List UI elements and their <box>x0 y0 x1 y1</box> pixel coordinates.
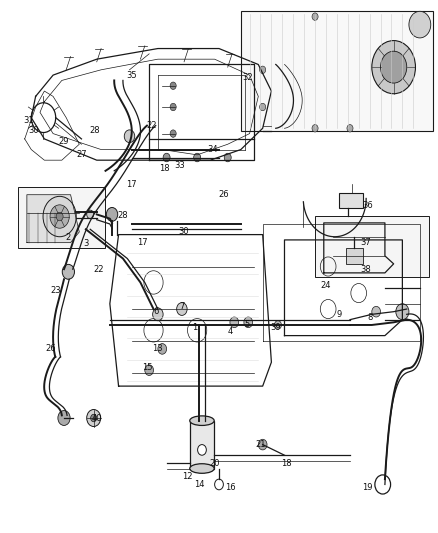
Text: 26: 26 <box>46 344 56 353</box>
Text: 33: 33 <box>174 161 185 170</box>
Text: 28: 28 <box>118 212 128 221</box>
Circle shape <box>194 154 201 162</box>
Bar <box>339 193 363 208</box>
Bar <box>18 187 106 248</box>
Text: 22: 22 <box>94 265 104 273</box>
Text: 36: 36 <box>362 201 373 210</box>
Circle shape <box>224 154 231 162</box>
Text: 15: 15 <box>142 363 152 372</box>
Circle shape <box>170 82 176 90</box>
Circle shape <box>230 317 239 328</box>
Circle shape <box>56 212 63 221</box>
Text: 17: 17 <box>137 238 148 247</box>
Ellipse shape <box>190 416 214 425</box>
Circle shape <box>260 103 266 111</box>
Text: 6: 6 <box>153 307 159 316</box>
Circle shape <box>106 207 118 221</box>
Circle shape <box>58 410 70 425</box>
Text: 34: 34 <box>207 145 218 154</box>
Text: 39: 39 <box>270 323 281 332</box>
Text: 26: 26 <box>218 190 229 199</box>
Circle shape <box>124 130 135 143</box>
Text: 2: 2 <box>66 233 71 242</box>
Text: 38: 38 <box>360 265 371 273</box>
Text: 37: 37 <box>360 238 371 247</box>
Circle shape <box>372 306 381 317</box>
Ellipse shape <box>190 464 214 473</box>
Circle shape <box>215 479 223 490</box>
Circle shape <box>244 317 253 328</box>
Text: 9: 9 <box>336 310 342 319</box>
Text: 13: 13 <box>152 344 163 353</box>
Text: 1: 1 <box>192 323 198 332</box>
Text: 31: 31 <box>24 116 35 125</box>
Bar <box>241 11 433 131</box>
Text: 18: 18 <box>281 459 292 467</box>
Text: 30: 30 <box>179 228 189 237</box>
Text: 12: 12 <box>182 472 193 481</box>
Polygon shape <box>27 195 79 243</box>
Circle shape <box>381 51 407 83</box>
Circle shape <box>62 264 74 279</box>
Text: 16: 16 <box>225 482 235 491</box>
Text: 24: 24 <box>321 280 331 289</box>
Text: 23: 23 <box>50 286 60 295</box>
Text: 17: 17 <box>127 180 137 189</box>
Text: 40: 40 <box>92 414 102 423</box>
Bar <box>346 248 363 264</box>
Text: 21: 21 <box>255 440 266 449</box>
Circle shape <box>275 321 282 329</box>
Circle shape <box>312 125 318 132</box>
Text: 28: 28 <box>89 126 100 135</box>
Text: 29: 29 <box>59 137 69 146</box>
Text: 22: 22 <box>146 121 156 130</box>
Circle shape <box>260 66 266 74</box>
Circle shape <box>163 154 170 162</box>
Bar <box>315 216 428 277</box>
Text: 18: 18 <box>159 164 170 173</box>
Circle shape <box>158 344 166 354</box>
Text: 19: 19 <box>362 482 373 491</box>
Circle shape <box>170 130 176 138</box>
Circle shape <box>91 414 97 422</box>
Circle shape <box>258 439 267 450</box>
Circle shape <box>312 13 318 20</box>
Circle shape <box>177 303 187 316</box>
Circle shape <box>152 308 163 321</box>
Text: 8: 8 <box>367 312 372 321</box>
Circle shape <box>170 103 176 111</box>
Text: 20: 20 <box>209 459 220 467</box>
Text: 32: 32 <box>242 73 253 82</box>
Circle shape <box>43 196 76 237</box>
Circle shape <box>198 445 206 455</box>
Text: 3: 3 <box>83 239 88 248</box>
Text: 27: 27 <box>76 150 87 159</box>
Text: 5: 5 <box>245 320 250 329</box>
Circle shape <box>396 304 409 320</box>
Text: 7: 7 <box>179 302 184 311</box>
Bar <box>190 421 214 469</box>
Circle shape <box>87 210 94 219</box>
Circle shape <box>87 409 101 426</box>
Circle shape <box>347 125 353 132</box>
Text: 14: 14 <box>194 480 205 489</box>
Circle shape <box>409 11 431 38</box>
Text: 4: 4 <box>227 327 233 336</box>
Circle shape <box>372 41 416 94</box>
Text: 35: 35 <box>127 70 137 79</box>
Text: 30: 30 <box>28 126 39 135</box>
Circle shape <box>145 365 153 375</box>
Circle shape <box>50 205 69 228</box>
